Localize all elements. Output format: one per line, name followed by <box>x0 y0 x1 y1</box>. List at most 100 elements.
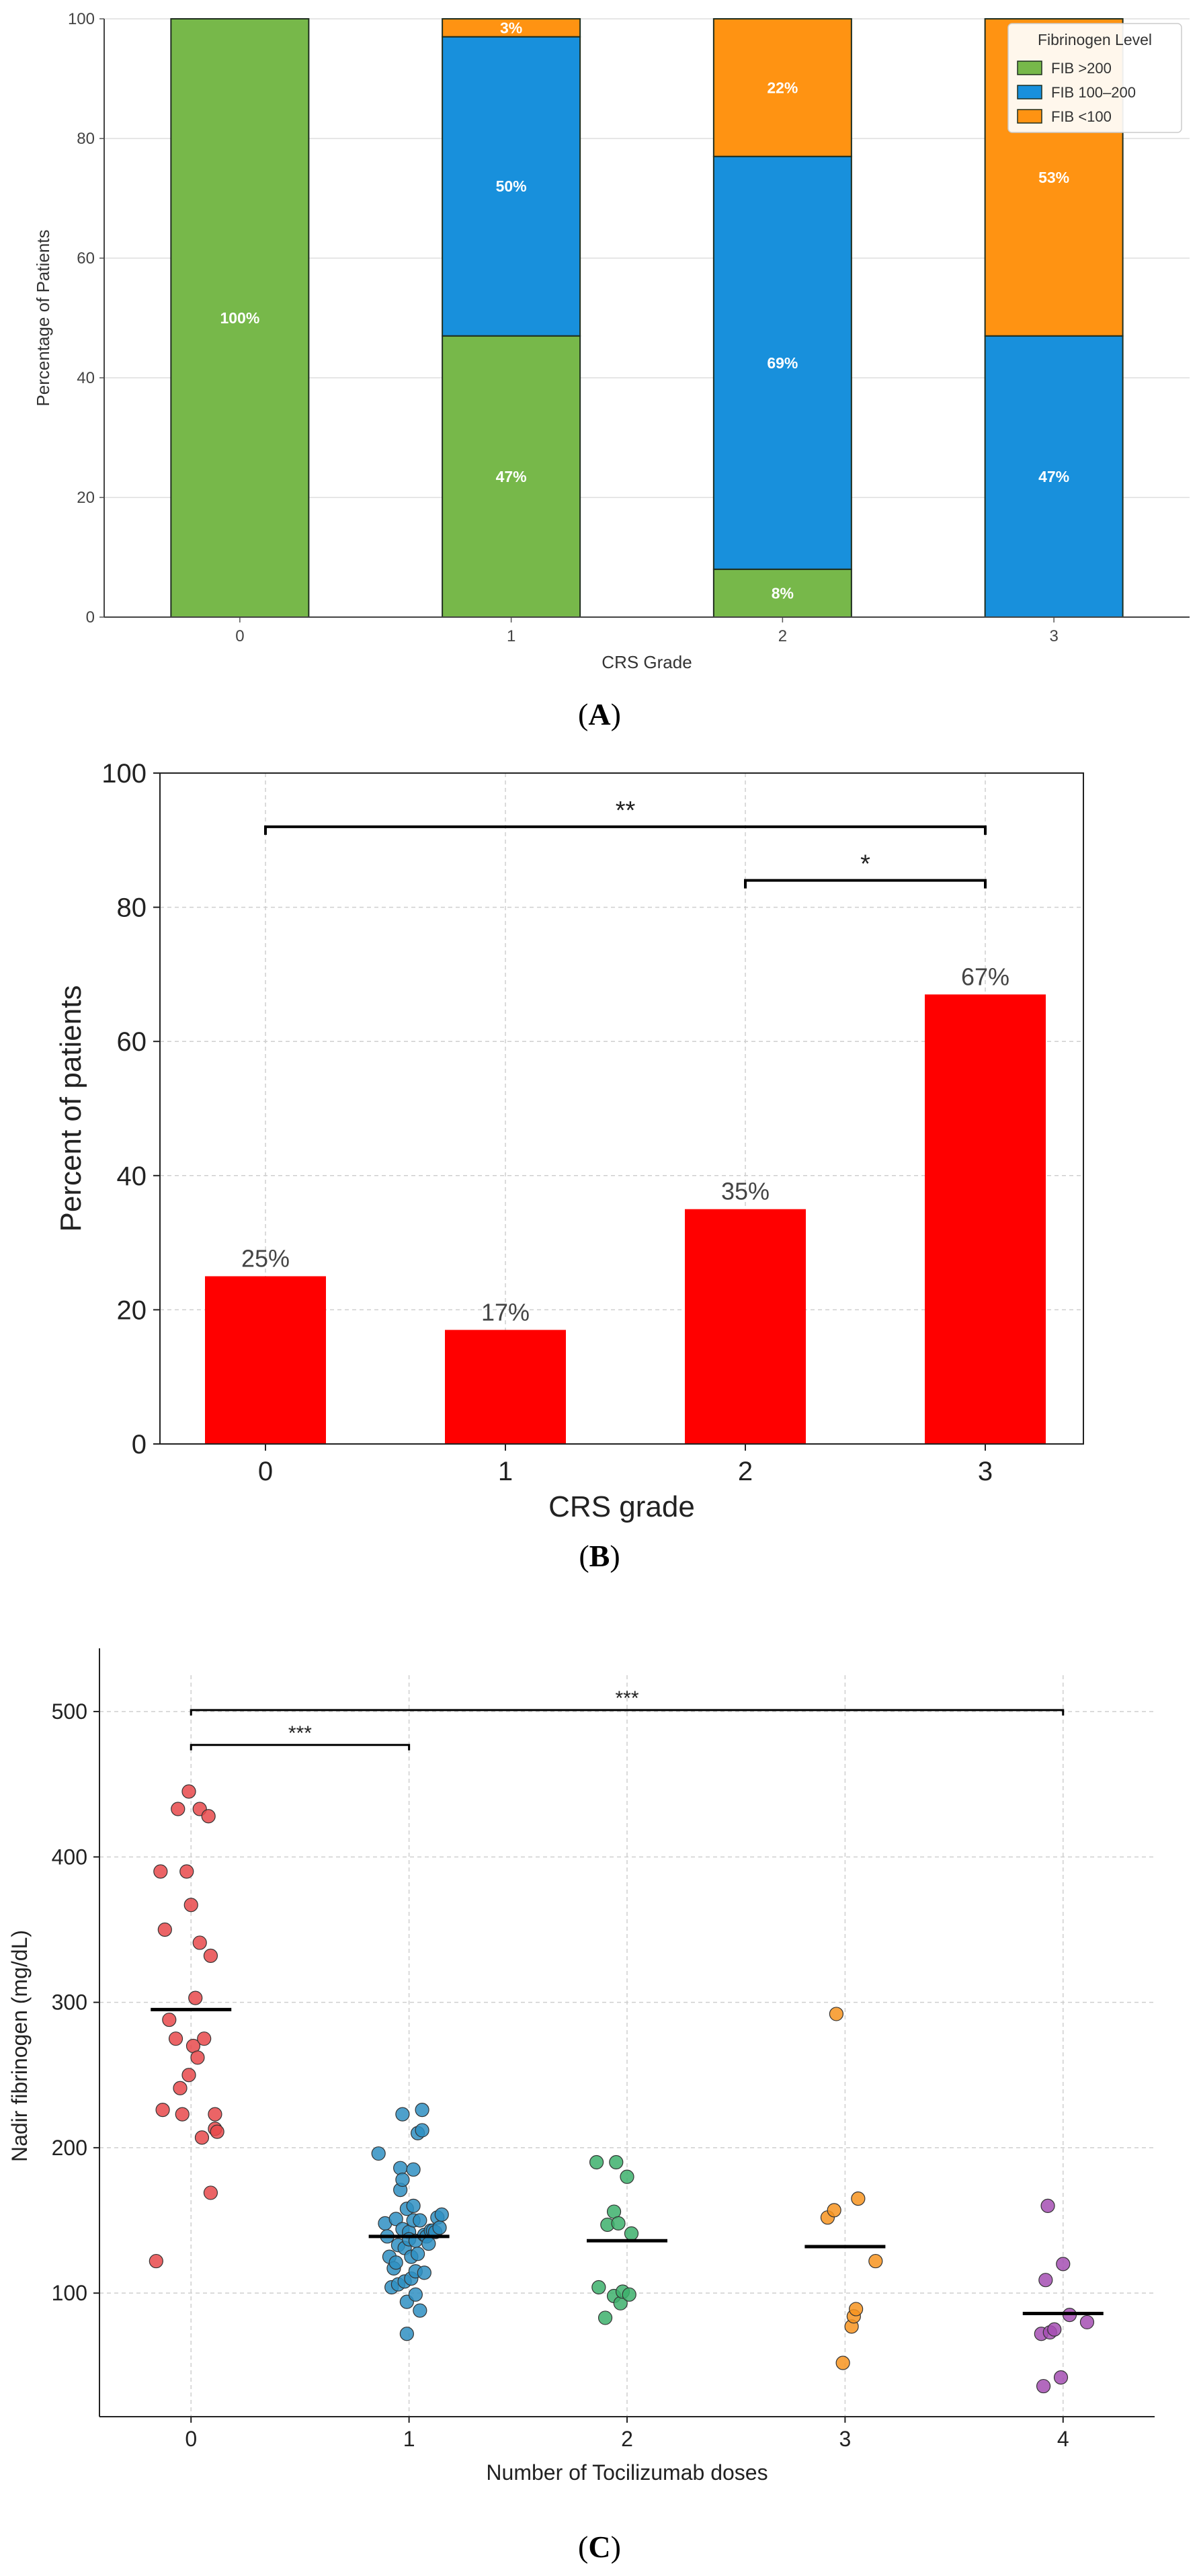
significance-bracket <box>190 1709 1065 1716</box>
data-point <box>399 2327 414 2341</box>
legend-swatch <box>1017 85 1042 99</box>
bar-value-label: 50% <box>496 177 527 195</box>
y-tick-label: 300 <box>52 1990 87 2015</box>
data-point <box>371 2146 386 2161</box>
data-point <box>188 1990 203 2005</box>
legend-item-label: FIB <100 <box>1051 108 1112 125</box>
data-point <box>415 2103 429 2118</box>
x-tick-label: 1 <box>403 2427 415 2451</box>
data-point <box>406 2162 421 2177</box>
data-point <box>589 2155 604 2170</box>
y-tick-label: 0 <box>86 608 95 627</box>
bar-value-label: 69% <box>767 354 798 372</box>
plot-frame <box>159 772 1084 1445</box>
legend-box <box>1007 23 1182 133</box>
significance-label: * <box>860 850 870 879</box>
x-axis-label: CRS Grade <box>602 652 692 672</box>
bar-value-label: 3% <box>500 19 522 36</box>
data-point <box>1036 2378 1051 2394</box>
data-point <box>434 2207 449 2222</box>
x-tick-label: 2 <box>738 1457 753 1486</box>
bar-value-label: 17% <box>481 1298 530 1326</box>
data-point <box>155 2103 170 2118</box>
caption-a: (A) <box>0 696 1199 732</box>
y-tick-label: 60 <box>77 249 95 268</box>
caption-b: (B) <box>0 1538 1199 1574</box>
caption-a-open: ( <box>578 697 589 731</box>
y-tick-label: 500 <box>52 1699 87 1724</box>
y-tick-label: 20 <box>77 489 95 507</box>
data-point <box>201 1809 216 1824</box>
data-point <box>171 1802 185 1816</box>
data-point <box>1040 2198 1055 2214</box>
stacked-bar-segment <box>170 18 310 618</box>
x-axis-label: Number of Tocilizumab doses <box>486 2460 768 2485</box>
caption-b-close: ) <box>610 1539 620 1573</box>
legend-item-label: FIB >200 <box>1051 60 1112 77</box>
x-tick-label: 0 <box>185 2427 197 2451</box>
data-point <box>168 2031 183 2046</box>
data-point <box>1038 2273 1053 2288</box>
bar-value-label: 67% <box>961 963 1009 990</box>
data-point <box>1047 2322 1062 2337</box>
caption-a-letter: A <box>588 697 611 731</box>
y-tick-label: 80 <box>77 130 95 148</box>
bar-value-label: 22% <box>767 79 798 96</box>
data-point <box>827 2203 841 2218</box>
data-point <box>175 2107 190 2122</box>
data-point <box>173 2081 188 2095</box>
legend-item-label: FIB 100–200 <box>1051 84 1136 101</box>
caption-a-close: ) <box>610 697 621 731</box>
y-axis-label: Percent of patients <box>54 985 87 1232</box>
chart-c: 100 200 300 400 500 0 1 2 3 4 *** *** Number of Toci… <box>7 1648 1155 2485</box>
data-point <box>149 2253 163 2269</box>
x-tick-label: 3 <box>1049 627 1058 645</box>
data-point <box>194 2130 210 2145</box>
data-point <box>624 2226 639 2241</box>
bar-value-label: 47% <box>496 468 527 485</box>
stacked-bar-segment <box>712 18 852 157</box>
bar-value-label: 53% <box>1038 169 1069 186</box>
data-point <box>421 2237 436 2251</box>
data-point <box>413 2213 427 2228</box>
y-tick-label: 60 <box>117 1027 147 1057</box>
data-point <box>620 2169 634 2184</box>
significance-bracket <box>264 825 987 835</box>
bar-value-label: 100% <box>220 309 259 327</box>
y-axis-label: Nadir fibrinogen (mg/dL) <box>7 1930 32 2162</box>
data-point <box>203 2185 218 2200</box>
data-point <box>406 2198 421 2214</box>
chart-a: 0 20 40 60 80 100 100% 0 47% 50% 3% 1 8% 69% 22% 2 47% 53… <box>33 10 1190 672</box>
data-point <box>432 2220 447 2235</box>
x-tick-label: 1 <box>498 1457 513 1486</box>
data-point <box>408 2287 423 2302</box>
data-point <box>388 2255 403 2270</box>
x-tick-label: 2 <box>778 627 787 645</box>
data-point <box>395 2107 410 2122</box>
significance-bracket <box>190 1744 411 1750</box>
y-tick-label: 400 <box>52 1845 87 1869</box>
data-point <box>179 1864 194 1879</box>
significance-bracket <box>744 879 987 889</box>
data-point <box>410 2247 425 2261</box>
data-point <box>192 1935 207 1950</box>
data-point <box>395 2172 410 2187</box>
bar <box>445 1330 566 1444</box>
data-point <box>848 2302 864 2317</box>
caption-c-open: ( <box>578 2530 589 2564</box>
data-point <box>417 2265 431 2280</box>
data-point <box>829 2007 844 2021</box>
bar <box>685 1209 806 1444</box>
stacked-bar-segment <box>712 155 852 570</box>
significance-label: *** <box>615 1687 638 1709</box>
stacked-bar-segment <box>442 18 581 38</box>
data-point <box>181 2068 196 2083</box>
legend-swatch <box>1017 61 1042 75</box>
data-point <box>153 1864 168 1879</box>
data-point <box>611 2216 626 2230</box>
bar <box>925 994 1046 1444</box>
y-axis-label: Percentage of Patients <box>33 229 53 406</box>
data-point <box>181 1784 196 1799</box>
y-tick-label: 40 <box>77 369 95 387</box>
